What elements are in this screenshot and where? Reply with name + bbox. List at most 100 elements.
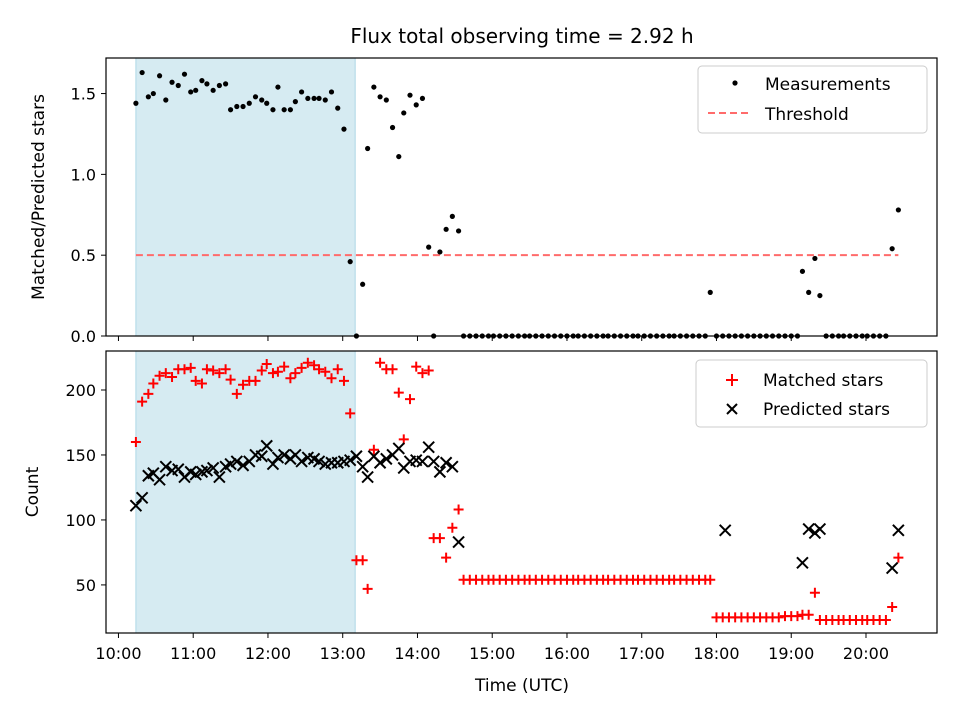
measurement-point [316,95,322,102]
measurement-point [335,105,341,111]
top-y-axis-label: Matched/Predicted stars [29,94,49,300]
measurement-point [449,213,455,219]
measurement-point [292,99,298,105]
matched-stars-point [417,368,428,379]
matched-stars-point [290,368,301,379]
predicted-stars-point [213,470,226,484]
predicted-stars-point [446,460,459,473]
top-y-tick-label: 1.0 [71,165,96,184]
measurement-point [204,81,210,87]
measurement-point [389,124,396,131]
matched-stars-point [154,370,165,381]
bottom-axes-frame [105,350,938,634]
measurement-point [281,107,287,113]
predicted-stars-point [277,448,291,462]
predicted-stars-point [206,461,220,475]
predicted-stars-point [356,460,369,473]
measurement-point [322,97,328,103]
top-panel: 0.0 0.5 1.0 1.5 Matched/Predicted stars Mea… [29,57,938,346]
x-tick-label: 20:00 [843,644,889,663]
predicted-stars-point [452,535,465,549]
bottom-y-tick-label: 150 [65,446,96,465]
matched-stars-point [231,388,242,399]
matched-stars-point [285,373,296,384]
measurement-point [383,97,389,103]
matched-stars-point [387,364,398,375]
measurement-point [360,281,366,287]
measurement-point [270,107,276,113]
measurement-point [895,207,901,213]
x-tick-label: 18:00 [693,644,739,663]
matched-stars-point [809,587,820,598]
bottom-y-tick-label: 200 [65,381,96,400]
measurement-point [275,84,281,90]
x-tick-label: 10:00 [95,644,141,663]
measurement-point [347,259,353,265]
matched-stars-point [279,361,290,372]
matched-stars-point [357,555,368,566]
predicted-stars-point [361,470,374,484]
measurement-point [812,255,818,262]
matched-stars-point [792,611,803,622]
matched-stars-point [302,357,313,368]
matched-stars-point [411,361,422,372]
chart-title: Flux total observing time = 2.92 h [350,24,693,48]
matched-stars-point [220,364,231,375]
top-legend: Measurements Threshold [697,65,928,134]
measurement-point [377,94,383,100]
x-tick-label: 15:00 [469,644,515,663]
predicted-stars-point [295,455,308,468]
predicted-stars-point [135,491,149,505]
predicted-stars-point [271,451,285,464]
matched-stars-point [375,357,386,368]
bottom-x-ticks: 10:00 11:00 12:00 13:00 14:00 15:00 16:00 17:00… [95,633,889,663]
matched-stars-point [887,602,898,613]
x-tick-label: 19:00 [768,644,814,663]
measurement-point [401,110,407,116]
matched-stars-point [362,583,373,594]
bottom-highlight-span [135,350,356,634]
matched-stars-point [326,373,337,384]
matched-stars-point [368,444,379,455]
x-tick-label: 13:00 [320,644,366,663]
predicted-stars-point [427,455,440,468]
measurement-point [407,92,413,98]
matched-stars-point [404,394,415,405]
predicted-stars-point [172,463,185,476]
legend-measurements-label: Measurements [765,75,891,95]
measurement-point [328,89,335,95]
predicted-stars-point [236,459,250,472]
matched-stars-point [167,371,178,382]
measurement-point [181,71,188,77]
measurement-point [305,95,311,102]
matched-stars-point [447,522,458,533]
measurement-point [175,82,181,89]
matched-stars-point [773,612,784,623]
matched-stars-point [320,366,331,377]
measurement-point [889,246,895,252]
matched-stars-point [314,364,325,375]
matched-stars-point [137,396,148,407]
measurement-point [311,95,317,102]
measurement-point [365,145,371,152]
measurement-point [707,289,713,295]
matched-stars-point [143,388,154,399]
matched-stars-point [705,574,716,585]
measurement-point [299,89,305,95]
matched-stars-point [338,375,349,386]
bottom-legend: Matched stars Predicted stars [695,359,928,428]
predicted-stars-point [343,453,357,467]
matched-stars-point [272,366,283,377]
measurement-point [264,100,270,106]
measurement-point [169,79,175,85]
x-tick-label: 11:00 [170,644,216,663]
top-y-tick-label: 0.0 [71,327,96,346]
matched-stars-point [190,375,201,386]
x-axis-label: Time (UTC) [474,676,569,696]
predicted-stars-point [416,455,429,468]
measurement-point [413,102,419,108]
predicted-stars-point [189,468,202,481]
predicted-stars-point [129,499,143,512]
measurement-point [163,97,169,103]
bottom-y-tick-label: 50 [76,576,96,595]
